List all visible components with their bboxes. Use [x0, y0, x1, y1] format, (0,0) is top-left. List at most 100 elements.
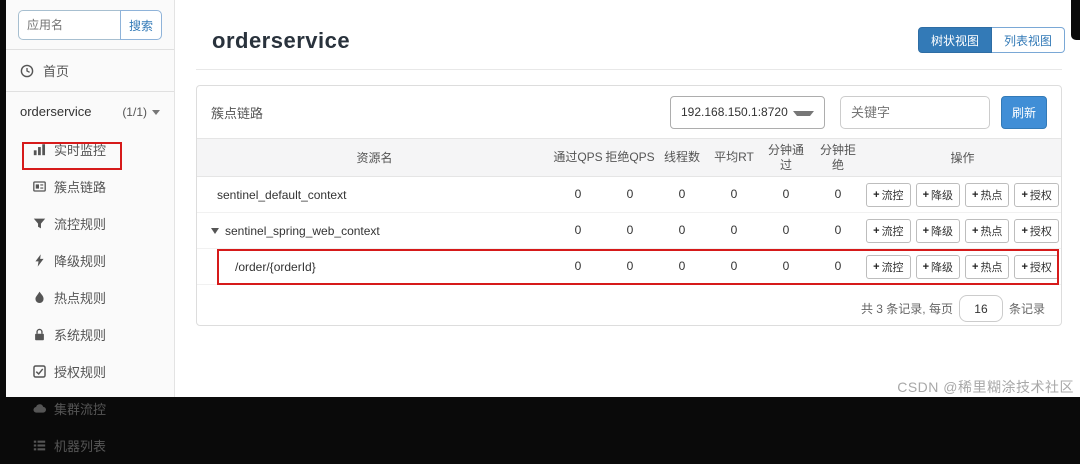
add-auth-rule-button[interactable]: + 授权 [1014, 254, 1059, 279]
add-flow-rule-button[interactable]: + 流控 [866, 254, 911, 279]
menu-label: 授权规则 [54, 365, 107, 380]
minute-pass-value: 0 [782, 223, 790, 237]
threads-value: 0 [678, 223, 686, 237]
header-divider [196, 69, 1062, 70]
add-auth-rule-button[interactable]: + 授权 [1014, 182, 1059, 207]
cloud-icon [33, 404, 46, 413]
sidebar-item-home[interactable]: 首页 [6, 50, 174, 92]
column-header-avg-rt: 平均RT [714, 150, 754, 164]
column-header-threads: 线程数 [663, 150, 700, 164]
fire-icon [35, 291, 44, 304]
list-view-button[interactable]: 列表视图 [991, 27, 1065, 53]
cluster-link-panel: 簇点链路 192.168.150.1:8720 刷新 资源名 通过QPS 拒绝Q… [196, 85, 1062, 326]
minute-pass-value: 0 [782, 259, 790, 273]
plus-icon: + [1021, 224, 1028, 237]
app-window: 搜索 首页 orderservice (1/1) 实时监控 簇点链路 流控规则 [6, 0, 1080, 454]
block-qps-value: 0 [626, 187, 634, 201]
add-degrade-rule-button[interactable]: + 降级 [915, 254, 960, 279]
menu-label: 流控规则 [54, 217, 107, 232]
main-content: orderservice 树状视图 列表视图 簇点链路 192.168.150.… [176, 0, 1080, 397]
refresh-button[interactable]: 刷新 [1000, 95, 1047, 129]
plus-icon: + [873, 224, 880, 237]
expand-caret-icon[interactable] [211, 227, 219, 234]
add-hotspot-rule-button[interactable]: + 热点 [965, 218, 1010, 243]
menu-label: 集群流控 [54, 402, 107, 417]
menu-label: 簇点链路 [54, 180, 107, 195]
pass-qps-value: 0 [574, 223, 582, 237]
list-icon [33, 440, 46, 451]
table-row: sentinel_default_context 0 0 0 0 0 0 + 流控… [197, 177, 1061, 213]
app-search-button[interactable]: 搜索 [120, 10, 162, 40]
tree-view-button[interactable]: 树状视图 [917, 27, 992, 53]
chart-bar-icon [33, 144, 46, 156]
cluster-link-icon [33, 181, 46, 192]
sidebar-item-cluster-flow[interactable]: 集群流控 [6, 390, 174, 427]
add-auth-rule-button[interactable]: + 授权 [1014, 218, 1059, 243]
sidebar-item-flow-rules[interactable]: 流控规则 [6, 205, 174, 242]
check-square-icon [33, 365, 46, 378]
menu-label: 系统规则 [54, 328, 107, 343]
pass-qps-value: 0 [574, 259, 582, 273]
app-search-input[interactable] [18, 10, 120, 40]
sidebar-item-system-rules[interactable]: 系统规则 [6, 316, 174, 353]
sidebar-divider [6, 49, 174, 50]
plus-icon: + [972, 188, 979, 201]
row-operations: + 流控 + 降级 + 热点 + 授权 [864, 182, 1061, 207]
app-machine-count: (1/1) [122, 104, 147, 119]
add-hotspot-rule-button[interactable]: + 热点 [965, 254, 1010, 279]
machine-select-value: 192.168.150.1:8720 [680, 105, 788, 119]
lock-icon [35, 328, 44, 341]
column-header-pass-qps: 通过QPS [553, 150, 603, 164]
keyword-search-input[interactable] [839, 95, 990, 129]
bolt-icon [35, 254, 44, 267]
machine-select[interactable]: 192.168.150.1:8720 [669, 95, 825, 129]
plus-icon: + [1021, 188, 1028, 201]
watermark: CSDN @稀里糊涂技术社区 [897, 379, 1074, 395]
table-row: sentinel_spring_web_context 0 0 0 0 0 0 … [197, 213, 1061, 249]
sidebar-app-orderservice[interactable]: orderservice (1/1) [6, 92, 174, 129]
add-flow-rule-button[interactable]: + 流控 [866, 182, 911, 207]
threads-value: 0 [678, 259, 686, 273]
add-hotspot-rule-button[interactable]: + 热点 [965, 182, 1010, 207]
plus-icon: + [873, 188, 880, 201]
menu-label: 热点规则 [54, 291, 107, 306]
avg-rt-value: 0 [730, 187, 738, 201]
plus-icon: + [972, 260, 979, 273]
chevron-down-icon [152, 110, 160, 115]
screenshot-frame-corner [1071, 0, 1080, 40]
row-operations: + 流控 + 降级 + 热点 + 授权 [864, 218, 1061, 243]
view-toggle-group: 树状视图 列表视图 [917, 27, 1065, 53]
page-size-input[interactable] [958, 295, 1003, 322]
plus-icon: + [873, 260, 880, 273]
sidebar-menu: 实时监控 簇点链路 流控规则 降级规则 热点规则 系统规则 [6, 129, 174, 464]
menu-label: 降级规则 [54, 254, 107, 269]
add-flow-rule-button[interactable]: + 流控 [866, 218, 911, 243]
add-degrade-rule-button[interactable]: + 降级 [915, 182, 960, 207]
page-title: orderservice [212, 28, 351, 53]
add-degrade-rule-button[interactable]: + 降级 [915, 218, 960, 243]
resource-name: sentinel_default_context [217, 187, 347, 202]
sidebar-item-machine-list[interactable]: 机器列表 [6, 427, 174, 464]
plus-icon: + [1021, 260, 1028, 273]
pagination: 共 3 条记录, 每页 条记录 [197, 285, 1061, 322]
sidebar-item-hotspot-rules[interactable]: 热点规则 [6, 279, 174, 316]
sidebar-home-label: 首页 [43, 64, 70, 79]
block-qps-value: 0 [626, 259, 634, 273]
minute-pass-value: 0 [782, 187, 790, 201]
pagination-total-text: 共 3 条记录, 每页 [860, 302, 953, 316]
plus-icon: + [922, 188, 929, 201]
panel-title: 簇点链路 [211, 105, 264, 121]
sidebar-item-cluster-link[interactable]: 簇点链路 [6, 168, 174, 205]
column-header-minute-pass: 分钟通过 [767, 142, 804, 172]
resource-name: /order/{orderId} [235, 259, 316, 274]
sidebar-item-realtime-monitor[interactable]: 实时监控 [6, 131, 174, 168]
table-header-row: 资源名 通过QPS 拒绝QPS 线程数 平均RT 分钟通过 分钟拒绝 操作 [197, 139, 1061, 177]
avg-rt-value: 0 [730, 223, 738, 237]
plus-icon: + [922, 260, 929, 273]
row-operations: + 流控 + 降级 + 热点 + 授权 [864, 254, 1061, 279]
menu-label: 机器列表 [54, 439, 107, 454]
sidebar-item-degrade-rules[interactable]: 降级规则 [6, 242, 174, 279]
sidebar-item-authority-rules[interactable]: 授权规则 [6, 353, 174, 390]
pagination-unit-text: 条记录 [1008, 302, 1045, 316]
resource-name: sentinel_spring_web_context [197, 224, 552, 238]
